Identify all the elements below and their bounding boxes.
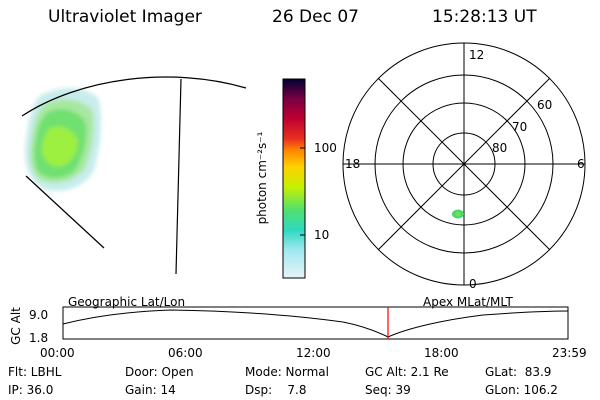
polar-plot <box>342 42 586 286</box>
lat-label-80: 80 <box>492 141 508 155</box>
timeline-right-title: Apex MLat/MLT <box>423 295 513 309</box>
colorbar <box>282 78 306 279</box>
timeline-xtick-4: 23:59 <box>552 346 587 360</box>
timeline-xtick-2: 12:00 <box>296 346 331 360</box>
mlt-label-6: 6 <box>577 157 585 171</box>
dsp-info: Dsp: 7.8 <box>245 383 307 397</box>
gc-alt-info: GC Alt: 2.1 Re <box>365 365 449 379</box>
lat-label-70: 70 <box>512 120 528 134</box>
altitude-timeline <box>62 306 569 340</box>
ip-info: IP: 36.0 <box>8 383 54 397</box>
timeline-xtick-1: 06:00 <box>168 346 203 360</box>
timeline-left-title: Geographic Lat/Lon <box>68 295 186 309</box>
door-info: Door: Open <box>125 365 194 379</box>
gain-info: Gain: 14 <box>125 383 176 397</box>
timeline-xtick-3: 18:00 <box>424 346 459 360</box>
mlt-label-0: 0 <box>469 277 477 291</box>
timeline-ytick-min: 1.8 <box>29 331 49 345</box>
time-label: 15:28:13 UT <box>432 7 537 27</box>
colorbar-tick-10: 10 <box>314 228 330 242</box>
timeline-ytick-max: 9.0 <box>29 308 49 322</box>
colorbar-unit-label: photon cm⁻²s⁻¹ <box>255 131 269 225</box>
filter-info: Flt: LBHL <box>8 365 62 379</box>
altitude-curve <box>62 309 569 338</box>
timeline-xtick-0: 00:00 <box>40 346 75 360</box>
glon-info: GLon: 106.2 <box>485 383 558 397</box>
colorbar-tick-100: 100 <box>314 141 337 155</box>
glat-info: GLat: 83.9 <box>485 365 552 379</box>
instrument-title: Ultraviolet Imager <box>48 7 202 27</box>
seq-info: Seq: 39 <box>365 383 411 397</box>
mlt-label-12: 12 <box>469 48 485 62</box>
aurora-image <box>24 87 101 192</box>
date-label: 26 Dec 07 <box>272 7 359 27</box>
timeline-axis-title: GC Alt <box>9 307 23 345</box>
lat-label-60: 60 <box>537 98 553 112</box>
mlt-label-18: 18 <box>345 157 361 171</box>
mode-info: Mode: Normal <box>245 365 329 379</box>
geographic-map <box>21 76 247 275</box>
